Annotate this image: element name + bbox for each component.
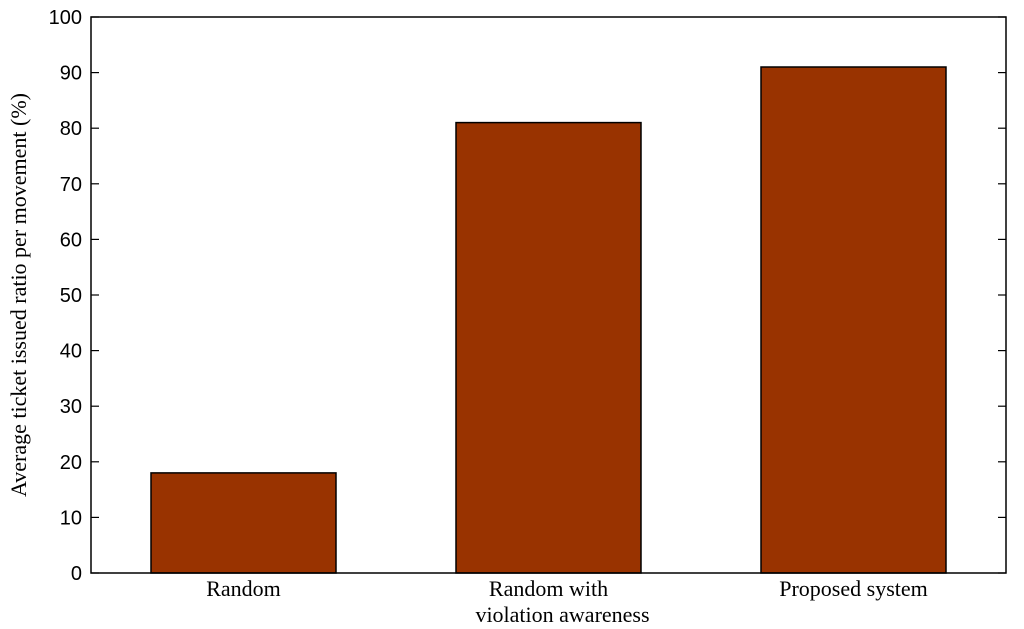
category-label-line: Random xyxy=(206,576,281,601)
y-tick-label-40: 40 xyxy=(60,341,82,363)
y-tick-label-80: 80 xyxy=(60,118,82,140)
category-label-2: Random with violation awareness xyxy=(475,576,649,627)
category-label-line: Random with xyxy=(489,576,608,601)
category-label-1: Random xyxy=(206,576,281,601)
y-tick-label-50: 50 xyxy=(60,285,82,307)
y-tick-label-20: 20 xyxy=(60,452,82,474)
y-tick-label-0: 0 xyxy=(71,563,82,585)
y-tick-label-10: 10 xyxy=(60,507,82,529)
category-labels-layer: Random Random with violation awareness Prop… xyxy=(206,576,928,627)
bars-layer xyxy=(150,66,947,574)
y-ticks-layer: 0 10 20 30 40 50 60 70 80 90 100 xyxy=(49,7,1006,585)
y-tick-label-90: 90 xyxy=(60,63,82,85)
bar-1 xyxy=(150,472,337,574)
y-tick-label-100: 100 xyxy=(49,7,82,29)
category-label-line: violation awareness xyxy=(475,602,649,627)
y-tick-label-70: 70 xyxy=(60,174,82,196)
y-axis-title: Average ticket issued ratio per movement… xyxy=(6,93,31,497)
bar-2 xyxy=(455,121,642,574)
bar-3 xyxy=(760,66,947,574)
y-tick-label-60: 60 xyxy=(60,229,82,251)
category-label-line: Proposed system xyxy=(779,576,928,601)
category-label-3: Proposed system xyxy=(779,576,928,601)
y-tick-label-30: 30 xyxy=(60,396,82,418)
